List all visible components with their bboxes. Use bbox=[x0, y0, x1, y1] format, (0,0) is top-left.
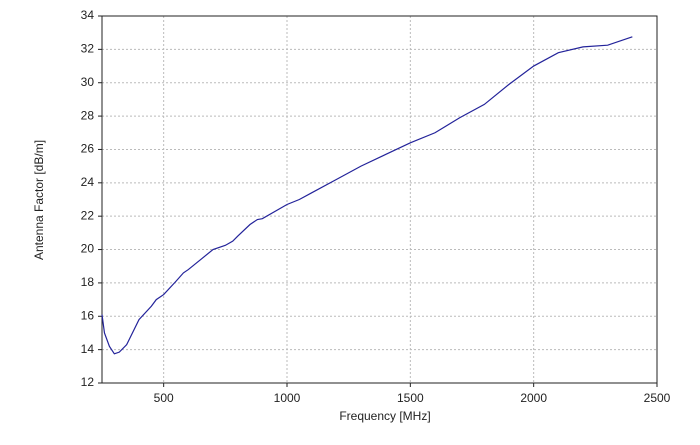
x-tick-label: 2500 bbox=[644, 391, 671, 405]
x-tick-label: 1500 bbox=[397, 391, 424, 405]
y-tick-label: 24 bbox=[81, 175, 95, 189]
y-tick-label: 14 bbox=[81, 342, 95, 356]
x-tick-label: 500 bbox=[154, 391, 174, 405]
x-axis-label: Frequency [MHz] bbox=[339, 409, 430, 423]
data-line bbox=[101, 36, 633, 355]
y-tick-label: 34 bbox=[81, 8, 95, 22]
y-tick-label: 30 bbox=[81, 75, 95, 89]
y-tick-label: 12 bbox=[81, 375, 95, 389]
y-tick-label: 18 bbox=[81, 275, 95, 289]
y-tick-label: 28 bbox=[81, 108, 95, 122]
y-tick-label: 32 bbox=[81, 42, 95, 56]
y-tick-label: 20 bbox=[81, 242, 95, 256]
x-tick-label: 2000 bbox=[520, 391, 547, 405]
plot-frame bbox=[101, 15, 658, 384]
y-tick-label: 26 bbox=[81, 142, 95, 156]
y-tick-label: 22 bbox=[81, 208, 95, 222]
y-axis-label: Antenna Factor [dB/m] bbox=[32, 140, 46, 260]
x-tick-label: 1000 bbox=[274, 391, 301, 405]
y-tick-label: 16 bbox=[81, 308, 95, 322]
